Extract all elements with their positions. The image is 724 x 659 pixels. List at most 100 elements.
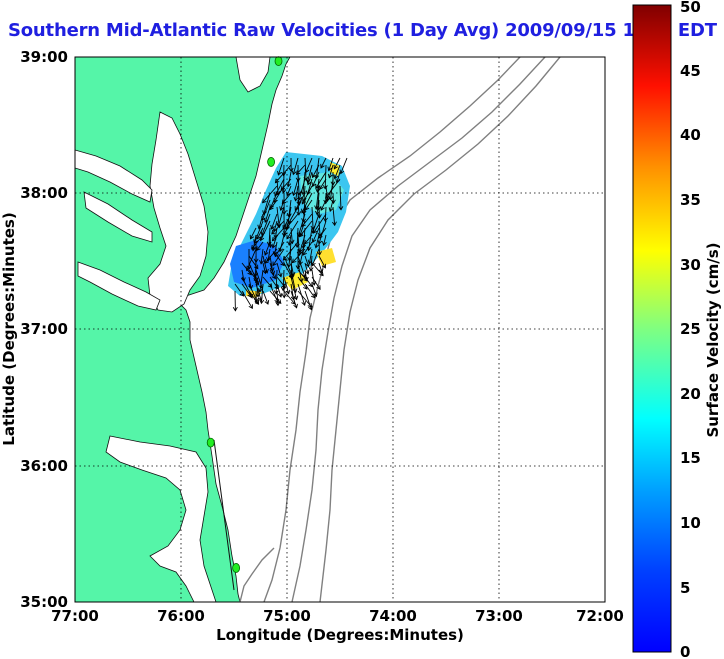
velocity-vector	[277, 157, 285, 176]
land-mass	[75, 57, 291, 602]
velocity-vector	[316, 192, 320, 215]
velocity-vector	[297, 234, 300, 256]
grid-lines	[75, 57, 605, 602]
velocity-vector-head	[333, 164, 338, 170]
albemarle-sound	[105, 435, 217, 602]
velocity-vector	[323, 234, 327, 246]
velocity-vector-head	[315, 188, 321, 194]
velocity-vector-head	[259, 299, 265, 305]
velocity-vector	[312, 164, 320, 178]
velocity-vector	[292, 157, 299, 175]
velocity-vector-head	[323, 217, 328, 223]
velocity-vector	[261, 213, 271, 236]
velocity-vector	[283, 290, 296, 305]
velocity-vector	[301, 192, 313, 213]
velocity-vector-head	[253, 298, 259, 303]
velocity-vector	[312, 227, 320, 243]
x-tick-label: 73:00	[475, 607, 523, 625]
velocity-vector	[339, 185, 342, 210]
velocity-vector-head	[286, 234, 291, 240]
velocity-vector-head	[281, 199, 287, 205]
velocity-vector	[241, 262, 252, 275]
velocity-vector	[290, 290, 298, 308]
velocity-vector-head	[274, 191, 279, 197]
velocity-vector-head	[305, 262, 310, 268]
velocity-vector-head	[328, 195, 334, 201]
velocity-vector-head	[303, 276, 309, 282]
velocity-vector-head	[274, 178, 280, 184]
velocity-vector	[234, 283, 244, 297]
velocity-vector	[315, 234, 320, 248]
velocity-vector	[269, 199, 278, 210]
velocity-vector	[311, 283, 317, 297]
velocity-vector-head	[262, 269, 268, 275]
x-tick-label: 72:00	[576, 607, 624, 625]
velocity-vector	[283, 276, 290, 294]
chesapeake-bay	[147, 111, 209, 313]
velocity-vector-head	[281, 293, 287, 299]
velocity-vector	[297, 276, 308, 290]
velocity-vector	[283, 262, 293, 279]
velocity-vector-head	[301, 222, 306, 227]
velocity-vector-head	[311, 238, 317, 243]
velocity-vector	[297, 255, 306, 278]
velocity-vector	[275, 164, 292, 183]
colorbar-tick-label: 45	[680, 62, 701, 80]
map-title: Southern Mid-Atlantic Raw Velocities (1 …	[8, 20, 717, 41]
velocity-vector-head	[259, 260, 264, 265]
velocity-vector-head	[311, 173, 317, 179]
velocity-vector	[273, 185, 285, 203]
velocity-vector-head	[253, 277, 259, 283]
radar-station-marker	[274, 56, 283, 66]
velocity-vector	[298, 178, 306, 201]
velocity-vector-head	[328, 207, 334, 213]
velocity-vector	[304, 262, 309, 275]
velocity-vector-head	[271, 274, 276, 280]
rappahannock-river	[83, 191, 153, 243]
colorbar-tick-label: 0	[680, 643, 690, 659]
velocity-vector-head	[319, 271, 324, 277]
velocity-vector	[275, 269, 278, 294]
velocity-vector	[315, 171, 327, 189]
velocity-vector-head	[333, 174, 339, 180]
velocity-vector	[299, 234, 306, 253]
velocity-vector-head	[330, 199, 336, 205]
velocity-vector	[311, 262, 324, 276]
velocity-vector	[269, 262, 275, 275]
velocity-vector	[258, 213, 264, 229]
velocity-vector	[311, 269, 315, 286]
colorbar-ticks: 0 5 10 15 20 25 30 35 40 45 50	[680, 0, 701, 659]
velocity-vector	[304, 276, 313, 287]
velocity-vector	[290, 276, 298, 300]
velocity-vector	[302, 241, 313, 256]
velocity-vector	[269, 234, 271, 248]
radar-station-marker	[206, 437, 215, 448]
velocity-vector	[286, 220, 299, 240]
velocity-vector	[261, 199, 271, 221]
velocity-vector	[294, 192, 306, 211]
velocity-vector-head	[308, 282, 313, 288]
velocity-vector	[299, 220, 306, 237]
velocity-vector	[276, 290, 279, 306]
velocity-vector-head	[302, 250, 307, 256]
velocity-vector-head	[304, 168, 310, 174]
velocity-vector	[307, 171, 313, 185]
radar-stations	[206, 56, 283, 573]
velocity-vector	[259, 269, 264, 293]
velocity-vector-head	[281, 283, 286, 289]
velocity-vector	[299, 220, 313, 237]
x-tick-label: 74:00	[369, 607, 417, 625]
velocity-vector-head	[266, 257, 271, 262]
velocity-vector	[282, 213, 292, 230]
y-tick-label: 35:00	[20, 593, 68, 611]
velocity-vector	[274, 227, 278, 239]
velocity-vector	[241, 276, 253, 299]
velocity-vector	[313, 213, 327, 234]
velocity-vector-head	[291, 258, 297, 264]
velocity-vector-head	[264, 300, 270, 305]
velocity-vector-head	[296, 211, 302, 216]
colorbar-label: Surface Velocity (cm/s)	[704, 242, 722, 437]
velocity-vector	[273, 220, 278, 232]
velocity-vector	[311, 206, 314, 230]
velocity-vector	[288, 206, 299, 224]
